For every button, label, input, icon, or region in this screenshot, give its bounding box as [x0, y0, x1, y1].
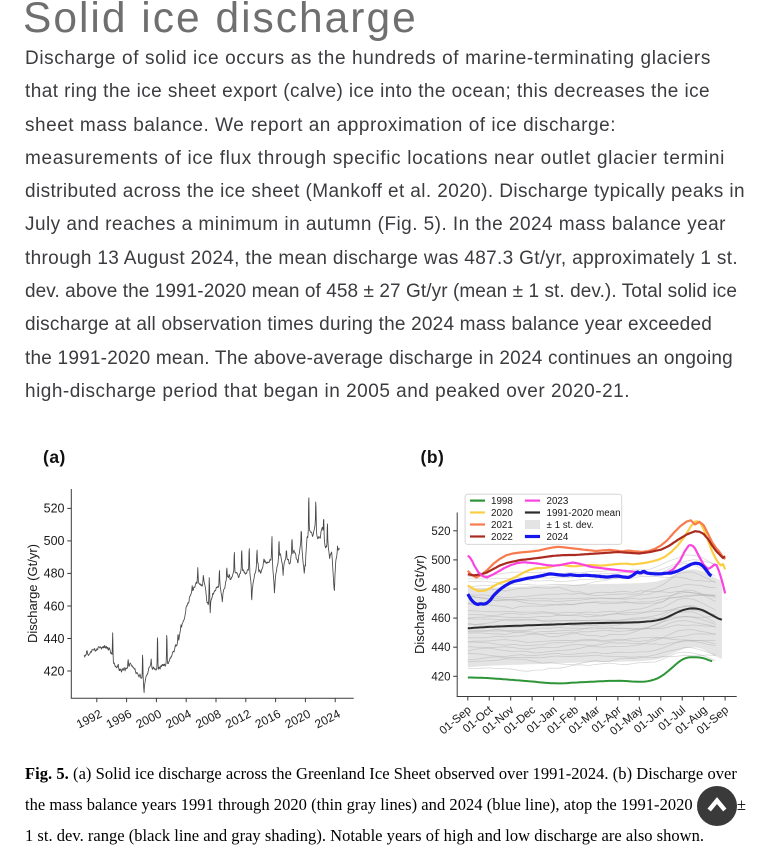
- svg-text:2024: 2024: [547, 532, 569, 543]
- svg-text:(b): (b): [421, 447, 445, 467]
- svg-text:2020: 2020: [491, 508, 513, 519]
- svg-text:520: 520: [431, 526, 450, 538]
- svg-text:1992: 1992: [74, 707, 104, 732]
- svg-text:2021: 2021: [491, 520, 513, 531]
- svg-text:420: 420: [431, 671, 450, 683]
- svg-text:2024: 2024: [312, 707, 342, 732]
- svg-text:1991-2020 mean: 1991-2020 mean: [547, 508, 621, 519]
- svg-text:500: 500: [431, 555, 450, 567]
- svg-text:2004: 2004: [163, 707, 193, 732]
- svg-text:520: 520: [44, 502, 65, 516]
- svg-text:1998: 1998: [491, 496, 513, 507]
- svg-text:440: 440: [44, 632, 65, 646]
- svg-text:500: 500: [44, 534, 65, 548]
- svg-text:2000: 2000: [134, 707, 164, 732]
- svg-text:460: 460: [431, 613, 450, 625]
- svg-text:Discharge (Gt/yr): Discharge (Gt/yr): [25, 544, 40, 643]
- svg-text:420: 420: [44, 664, 65, 678]
- svg-text:Discharge (Gt/yr): Discharge (Gt/yr): [412, 555, 427, 654]
- svg-text:2020: 2020: [283, 707, 313, 732]
- svg-text:1996: 1996: [104, 707, 134, 732]
- svg-text:480: 480: [44, 567, 65, 581]
- svg-text:440: 440: [431, 642, 450, 654]
- svg-text:2023: 2023: [547, 496, 569, 507]
- svg-text:460: 460: [44, 599, 65, 613]
- svg-text:± 1 st. dev.: ± 1 st. dev.: [547, 520, 594, 531]
- svg-text:2012: 2012: [223, 707, 253, 732]
- svg-text:2008: 2008: [193, 707, 223, 732]
- svg-text:480: 480: [431, 584, 450, 596]
- svg-text:(a): (a): [43, 447, 66, 467]
- svg-text:2022: 2022: [491, 532, 513, 543]
- svg-text:2016: 2016: [253, 707, 283, 732]
